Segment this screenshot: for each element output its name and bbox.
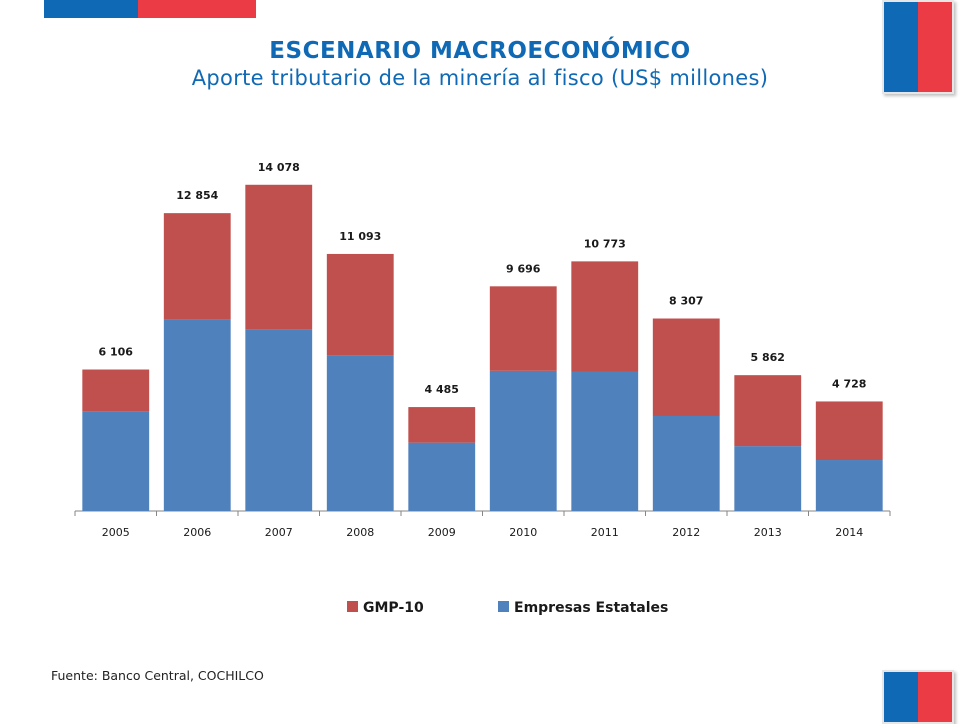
data-label-total: 12 854 [176,189,218,202]
bar-gmp-10-2010 [489,286,557,371]
bar-gmp-10-2006 [163,213,231,320]
bar-empresas-estatales-2012 [652,415,720,511]
source-note: Fuente: Banco Central, COCHILCO [51,668,264,683]
legend-swatch [347,601,358,612]
legend-swatch [498,601,509,612]
bar-gmp-10-2011 [571,261,639,372]
x-tick-label: 2008 [346,526,374,539]
brand-bar-red [138,0,256,18]
flag-logo-top [882,0,954,94]
bar-gmp-10-2007 [245,184,313,330]
bar-gmp-10-2009 [408,407,476,443]
bar-empresas-estatales-2011 [571,371,639,511]
bar-gmp-10-2013 [734,375,802,447]
slide-subtitle: Aporte tributario de la minería al fisco… [191,66,769,90]
data-label-total: 4 485 [425,383,459,396]
x-tick-label: 2013 [754,526,782,539]
bar-empresas-estatales-2005 [82,411,150,511]
x-tick-label: 2014 [835,526,863,539]
x-tick-label: 2011 [591,526,619,539]
x-tick-label: 2010 [509,526,537,539]
flag-stripe-blue [884,2,918,92]
data-label-total: 8 307 [669,295,703,308]
x-tick-label: 2005 [102,526,130,539]
x-tick-label: 2009 [428,526,456,539]
data-label-total: 9 696 [506,262,541,275]
bar-empresas-estatales-2008 [326,355,394,511]
slide-title: ESCENARIO MACROECONÓMICO [269,38,691,64]
data-label-total: 14 078 [258,161,300,174]
legend-label: Empresas Estatales [514,600,668,616]
data-label-total: 4 728 [832,377,866,390]
bar-empresas-estatales-2010 [489,370,557,511]
bar-gmp-10-2014 [815,401,883,461]
flag-logo-bottom [882,670,954,724]
legend-label: GMP-10 [363,600,424,616]
x-tick-label: 2006 [183,526,211,539]
data-label-total: 6 106 [99,346,134,359]
brand-bar-blue [44,0,138,18]
data-label-total: 11 093 [339,230,381,243]
bar-gmp-10-2005 [82,369,150,412]
bar-gmp-10-2008 [326,253,394,356]
data-label-total: 5 862 [751,351,785,364]
bar-empresas-estatales-2007 [245,329,313,511]
x-tick-label: 2007 [265,526,293,539]
flag-stripe-red [918,2,952,92]
bar-empresas-estatales-2014 [815,460,883,511]
flag-stripe-red [918,672,952,722]
bar-empresas-estatales-2013 [734,446,802,511]
bar-empresas-estatales-2006 [163,319,231,511]
flag-stripe-blue [884,672,918,722]
data-label-total: 10 773 [584,237,626,250]
bar-empresas-estatales-2009 [408,442,476,511]
bar-gmp-10-2012 [652,318,720,416]
x-tick-label: 2012 [672,526,700,539]
